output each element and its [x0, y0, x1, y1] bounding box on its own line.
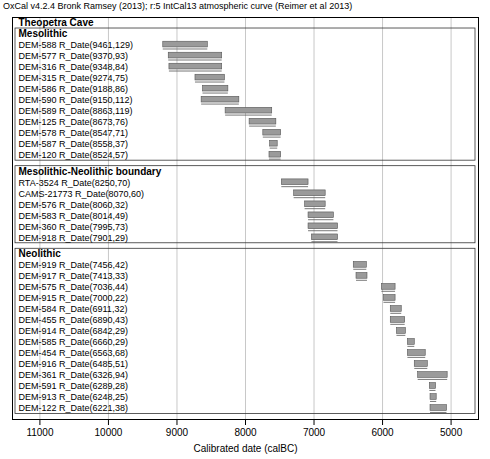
svg-text:DEM-914 R_Date(6842,29): DEM-914 R_Date(6842,29) [19, 326, 129, 336]
svg-text:DEM-585 R_Date(6660,29): DEM-585 R_Date(6660,29) [19, 337, 129, 347]
html-text:OxCal v4.2.4 Bronk Ramsey (201: OxCal v4.2.4 Bronk Ramsey (2013); r:5 In… [3, 1, 353, 11]
svg-text:9000: 9000 [166, 427, 189, 438]
svg-text:DEM-919 R_Date(7456,42): DEM-919 R_Date(7456,42) [19, 260, 129, 270]
svg-text:DEM-575 R_Date(7036,44): DEM-575 R_Date(7036,44) [19, 282, 129, 292]
svg-text:DEM-584 R_Date(6911,32): DEM-584 R_Date(6911,32) [19, 304, 128, 314]
svg-text:DEM-590 R_Date(9150,112): DEM-590 R_Date(9150,112) [19, 95, 133, 105]
svg-text:5000: 5000 [440, 427, 463, 438]
svg-text:DEM-360 R_Date(7995,73): DEM-360 R_Date(7995,73) [19, 222, 129, 232]
svg-text:CAMS-21773 R_Date(8070,60): CAMS-21773 R_Date(8070,60) [19, 189, 145, 199]
svg-text:DEM-315 R_Date(9274,75): DEM-315 R_Date(9274,75) [19, 73, 129, 83]
svg-text:DEM-316 R_Date(9348,84): DEM-316 R_Date(9348,84) [19, 62, 129, 72]
svg-text:DEM-915 R_Date(7000,22): DEM-915 R_Date(7000,22) [19, 293, 129, 303]
svg-text:6000: 6000 [371, 427, 394, 438]
svg-text:DEM-918 R_Date(7901,29): DEM-918 R_Date(7901,29) [19, 233, 129, 243]
svg-text:DEM-122 R_Date(6221,38): DEM-122 R_Date(6221,38) [19, 403, 129, 413]
svg-text:Theopetra Cave: Theopetra Cave [19, 17, 94, 28]
svg-text:DEM-583 R_Date(8014,49): DEM-583 R_Date(8014,49) [19, 211, 129, 221]
svg-text:DEM-589 R_Date(8863,119): DEM-589 R_Date(8863,119) [19, 106, 133, 116]
svg-text:DEM-454 R_Date(6563,68): DEM-454 R_Date(6563,68) [19, 348, 129, 358]
svg-text:DEM-591 R_Date(6289,28): DEM-591 R_Date(6289,28) [19, 381, 129, 391]
svg-text:10000: 10000 [95, 427, 123, 438]
svg-text:RTA-3524 R_Date(8250,70): RTA-3524 R_Date(8250,70) [19, 178, 131, 188]
svg-text:DEM-578 R_Date(8547,71): DEM-578 R_Date(8547,71) [19, 128, 129, 138]
svg-text:DEM-913 R_Date(6248,25): DEM-913 R_Date(6248,25) [19, 392, 129, 402]
svg-text:DEM-455 R_Date(6890,43): DEM-455 R_Date(6890,43) [19, 315, 129, 325]
svg-text:DEM-587 R_Date(8558,37): DEM-587 R_Date(8558,37) [19, 139, 129, 149]
svg-text:Mesolithic: Mesolithic [19, 28, 68, 39]
svg-text:8000: 8000 [234, 427, 257, 438]
svg-text:Calibrated date (calBC): Calibrated date (calBC) [194, 443, 298, 454]
svg-text:Neolithic: Neolithic [19, 248, 62, 259]
svg-text:DEM-917 R_Date(7413,33): DEM-917 R_Date(7413,33) [19, 271, 129, 281]
svg-text:DEM-120 R_Date(8524,57): DEM-120 R_Date(8524,57) [19, 150, 129, 160]
svg-text:DEM-916 R_Date(6485,51): DEM-916 R_Date(6485,51) [19, 359, 129, 369]
svg-text:DEM-586 R_Date(9188,86): DEM-586 R_Date(9188,86) [19, 84, 129, 94]
svg-text:DEM-576 R_Date(8060,32): DEM-576 R_Date(8060,32) [19, 200, 129, 210]
svg-text:11000: 11000 [26, 427, 54, 438]
svg-text:Mesolithic-Neolithic boundary: Mesolithic-Neolithic boundary [19, 166, 162, 177]
svg-text:DEM-361 R_Date(6326,94): DEM-361 R_Date(6326,94) [19, 370, 129, 380]
svg-text:DEM-577 R_Date(9370,93): DEM-577 R_Date(9370,93) [19, 51, 129, 61]
svg-text:DEM-588 R_Date(9461,129): DEM-588 R_Date(9461,129) [19, 40, 134, 50]
svg-text:DEM-125 R_Date(8673,76): DEM-125 R_Date(8673,76) [19, 117, 129, 127]
svg-text:7000: 7000 [303, 427, 326, 438]
